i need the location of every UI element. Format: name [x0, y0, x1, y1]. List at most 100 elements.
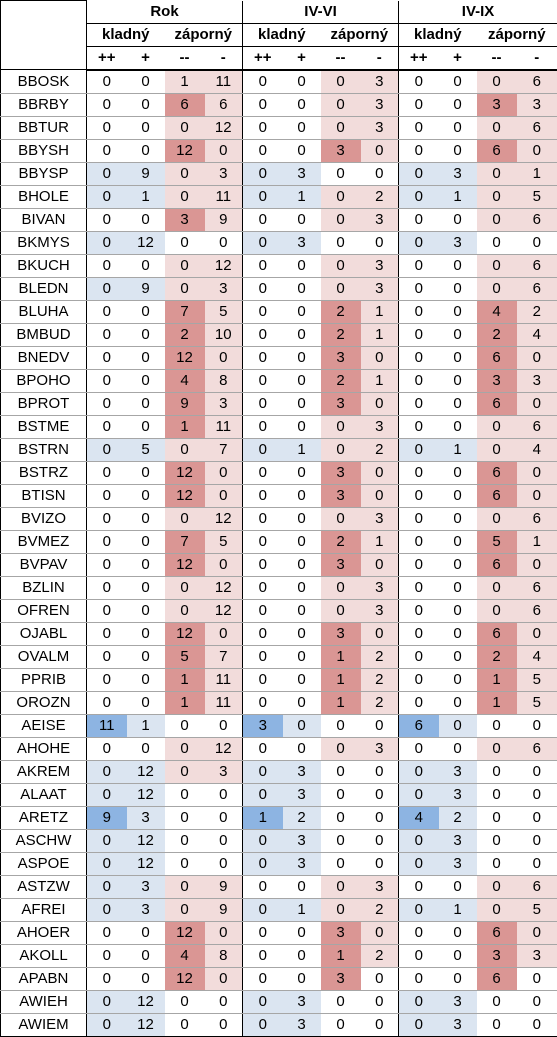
- cell-rok-plus: 0: [127, 415, 165, 438]
- row-label: BBOSK: [1, 70, 87, 94]
- cell-iv-ix-minusminus: 2: [477, 645, 517, 668]
- cell-iv-ix-plus: 0: [439, 530, 477, 553]
- cell-iv-vi-plus: 0: [283, 369, 321, 392]
- cell-iv-ix-minus: 3: [517, 369, 557, 392]
- cell-rok-minusminus: 0: [165, 875, 205, 898]
- cell-iv-vi-plus: 0: [283, 70, 321, 94]
- cell-iv-ix-minusminus: 6: [477, 921, 517, 944]
- cell-iv-vi-plusplus: 0: [243, 783, 283, 806]
- cell-iv-vi-minus: 0: [361, 852, 399, 875]
- row-label: OJABL: [1, 622, 87, 645]
- row-label: BTISN: [1, 484, 87, 507]
- cell-rok-plusplus: 0: [87, 185, 127, 208]
- cell-iv-ix-minus: 5: [517, 668, 557, 691]
- cell-rok-minusminus: 0: [165, 599, 205, 622]
- cell-iv-ix-plusplus: 0: [399, 346, 439, 369]
- cell-iv-ix-minus: 4: [517, 438, 557, 461]
- cell-iv-ix-plusplus: 0: [399, 415, 439, 438]
- cell-rok-minus: 5: [205, 300, 243, 323]
- cell-iv-ix-minusminus: 3: [477, 944, 517, 967]
- cell-iv-vi-minusminus: 0: [321, 93, 361, 116]
- row-label: OROZN: [1, 691, 87, 714]
- cell-iv-vi-minus: 2: [361, 645, 399, 668]
- cell-iv-ix-plus: 3: [439, 760, 477, 783]
- cell-iv-vi-plusplus: 0: [243, 484, 283, 507]
- cell-iv-vi-plusplus: 0: [243, 576, 283, 599]
- row-label: AFREI: [1, 898, 87, 921]
- subgroup-header-kladny: kladný: [399, 23, 477, 46]
- cell-rok-plus: 0: [127, 507, 165, 530]
- cell-iv-vi-plusplus: 0: [243, 967, 283, 990]
- cell-iv-vi-minus: 3: [361, 254, 399, 277]
- cell-rok-minusminus: 0: [165, 231, 205, 254]
- cell-iv-vi-minusminus: 1: [321, 645, 361, 668]
- cell-iv-ix-plus: 2: [439, 806, 477, 829]
- cell-iv-ix-plusplus: 0: [399, 576, 439, 599]
- cell-iv-ix-minusminus: 0: [477, 737, 517, 760]
- cell-iv-vi-plus: 0: [283, 967, 321, 990]
- cell-iv-vi-minusminus: 3: [321, 921, 361, 944]
- col-header-plus: +: [439, 46, 477, 70]
- cell-iv-ix-minus: 6: [517, 507, 557, 530]
- cell-iv-ix-minus: 5: [517, 691, 557, 714]
- cell-rok-plus: 0: [127, 691, 165, 714]
- cell-rok-plus: 3: [127, 875, 165, 898]
- cell-iv-ix-minus: 0: [517, 461, 557, 484]
- cell-rok-plusplus: 0: [87, 162, 127, 185]
- cell-iv-vi-plusplus: 0: [243, 254, 283, 277]
- cell-iv-vi-plus: 0: [283, 277, 321, 300]
- cell-iv-ix-plusplus: 0: [399, 116, 439, 139]
- col-header-minusminus: --: [165, 46, 205, 70]
- cell-rok-minusminus: 0: [165, 1013, 205, 1036]
- cell-iv-ix-plus: 0: [439, 668, 477, 691]
- cell-rok-plusplus: 0: [87, 392, 127, 415]
- cell-rok-plusplus: 0: [87, 70, 127, 94]
- cell-iv-vi-plus: 0: [283, 599, 321, 622]
- cell-rok-plusplus: 0: [87, 507, 127, 530]
- subgroup-header-zaporny: záporný: [321, 23, 399, 46]
- cell-iv-ix-minus: 0: [517, 852, 557, 875]
- cell-iv-ix-plusplus: 0: [399, 70, 439, 94]
- cell-iv-ix-plusplus: 0: [399, 277, 439, 300]
- cell-iv-ix-minusminus: 3: [477, 369, 517, 392]
- cell-iv-vi-plusplus: 0: [243, 392, 283, 415]
- cell-iv-vi-plus: 0: [283, 254, 321, 277]
- row-label: AKOLL: [1, 944, 87, 967]
- cell-rok-plus: 0: [127, 553, 165, 576]
- cell-iv-ix-plus: 0: [439, 484, 477, 507]
- row-label: BBRBY: [1, 93, 87, 116]
- cell-iv-vi-minus: 3: [361, 116, 399, 139]
- cell-iv-vi-plus: 0: [283, 944, 321, 967]
- cell-iv-ix-minus: 0: [517, 231, 557, 254]
- cell-rok-minus: 9: [205, 875, 243, 898]
- cell-iv-vi-minusminus: 0: [321, 737, 361, 760]
- cell-iv-ix-plusplus: 0: [399, 231, 439, 254]
- cell-rok-minus: 12: [205, 599, 243, 622]
- cell-iv-vi-plusplus: 0: [243, 668, 283, 691]
- cell-iv-ix-plus: 0: [439, 622, 477, 645]
- cell-rok-minusminus: 0: [165, 852, 205, 875]
- cell-rok-minus: 0: [205, 852, 243, 875]
- cell-iv-ix-minus: 6: [517, 415, 557, 438]
- cell-rok-minusminus: 0: [165, 829, 205, 852]
- cell-iv-ix-minus: 6: [517, 254, 557, 277]
- cell-iv-ix-plus: 0: [439, 277, 477, 300]
- cell-rok-plus: 0: [127, 622, 165, 645]
- cell-iv-vi-plusplus: 0: [243, 622, 283, 645]
- row-label: APABN: [1, 967, 87, 990]
- cell-iv-vi-minus: 0: [361, 162, 399, 185]
- cell-iv-vi-minusminus: 3: [321, 967, 361, 990]
- cell-iv-ix-minus: 0: [517, 806, 557, 829]
- cell-rok-minus: 0: [205, 461, 243, 484]
- cell-iv-ix-plusplus: 0: [399, 162, 439, 185]
- cell-iv-vi-minusminus: 0: [321, 599, 361, 622]
- cell-iv-ix-plusplus: 0: [399, 93, 439, 116]
- cell-rok-plusplus: 0: [87, 921, 127, 944]
